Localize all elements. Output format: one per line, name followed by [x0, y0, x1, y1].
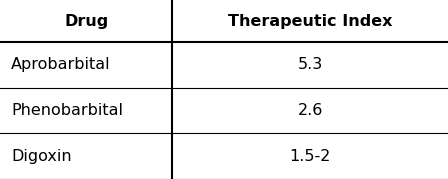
Text: Drug: Drug [64, 14, 108, 28]
Text: Phenobarbital: Phenobarbital [11, 103, 123, 118]
Text: Digoxin: Digoxin [11, 149, 72, 164]
Text: 5.3: 5.3 [297, 57, 323, 72]
Text: 2.6: 2.6 [297, 103, 323, 118]
Text: Therapeutic Index: Therapeutic Index [228, 14, 392, 28]
Text: 1.5-2: 1.5-2 [289, 149, 331, 164]
Text: Aprobarbital: Aprobarbital [11, 57, 111, 72]
